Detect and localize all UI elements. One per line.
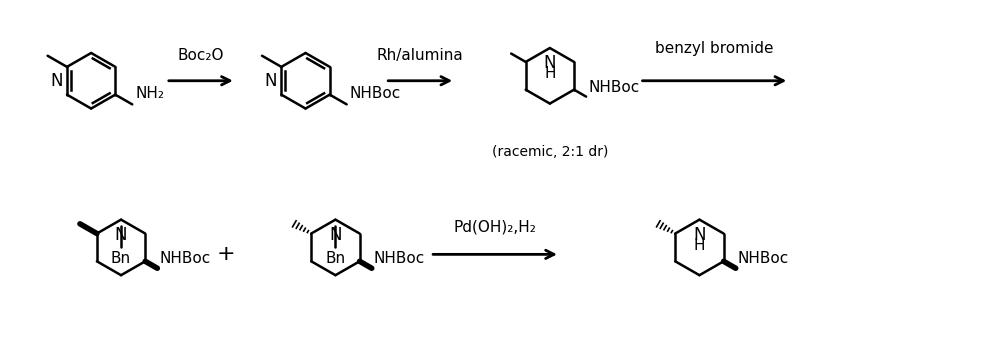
Text: NHBoc: NHBoc <box>374 251 425 266</box>
Text: N: N <box>50 72 63 90</box>
Text: N: N <box>544 54 556 72</box>
Text: benzyl bromide: benzyl bromide <box>655 41 774 56</box>
Text: N: N <box>329 226 342 244</box>
Text: H: H <box>694 238 705 252</box>
Text: NHBoc: NHBoc <box>350 86 401 102</box>
Text: N: N <box>265 72 277 90</box>
Text: Bn: Bn <box>111 251 131 266</box>
Text: (racemic, 2:1 dr): (racemic, 2:1 dr) <box>492 145 608 159</box>
Text: Pd(OH)₂,H₂: Pd(OH)₂,H₂ <box>454 219 536 234</box>
Text: NHBoc: NHBoc <box>738 251 789 266</box>
Text: +: + <box>216 244 235 264</box>
Text: NH₂: NH₂ <box>135 86 164 102</box>
Text: Boc₂O: Boc₂O <box>178 48 224 63</box>
Text: Bn: Bn <box>325 251 346 266</box>
Text: NHBoc: NHBoc <box>159 251 211 266</box>
Text: N: N <box>115 226 127 244</box>
Text: NHBoc: NHBoc <box>588 80 639 94</box>
Text: Rh/alumina: Rh/alumina <box>377 48 464 63</box>
Text: H: H <box>544 66 556 81</box>
Text: N: N <box>693 226 706 244</box>
